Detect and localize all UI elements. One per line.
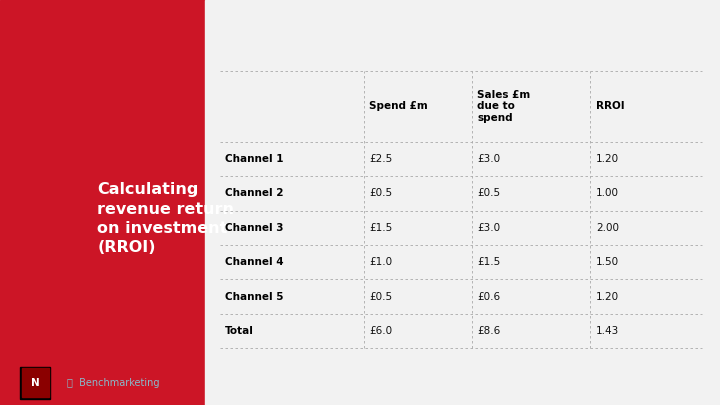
Text: Spend £m: Spend £m — [369, 101, 428, 111]
Text: £0.5: £0.5 — [369, 292, 392, 302]
Text: 1.00: 1.00 — [596, 188, 619, 198]
Text: £0.5: £0.5 — [369, 188, 392, 198]
Text: 1.20: 1.20 — [596, 292, 619, 302]
Text: 2.00: 2.00 — [596, 223, 619, 233]
Text: N: N — [31, 378, 40, 388]
Text: £1.5: £1.5 — [477, 257, 500, 267]
Text: £2.5: £2.5 — [369, 154, 392, 164]
Text: £3.0: £3.0 — [477, 154, 500, 164]
Text: £6.0: £6.0 — [369, 326, 392, 336]
Text: Channel 1: Channel 1 — [225, 154, 284, 164]
Text: Sales £m
due to
spend: Sales £m due to spend — [477, 90, 531, 123]
Text: Channel 4: Channel 4 — [225, 257, 284, 267]
Text: £8.6: £8.6 — [477, 326, 500, 336]
Text: 1.43: 1.43 — [596, 326, 619, 336]
Text: Total: Total — [225, 326, 254, 336]
Text: £3.0: £3.0 — [477, 223, 500, 233]
Text: Channel 2: Channel 2 — [225, 188, 284, 198]
Bar — [205, 0, 720, 405]
Text: £0.5: £0.5 — [477, 188, 500, 198]
Text: 1.20: 1.20 — [596, 154, 619, 164]
Bar — [20, 367, 50, 399]
Text: RROI: RROI — [596, 101, 625, 111]
Text: Calculating
revenue return
on investment
(RROI): Calculating revenue return on investment… — [97, 182, 234, 255]
Text: 1.50: 1.50 — [596, 257, 619, 267]
Text: £0.6: £0.6 — [477, 292, 500, 302]
Bar — [22, 368, 49, 397]
Text: £1.5: £1.5 — [369, 223, 392, 233]
Bar — [0, 0, 205, 405]
Text: Channel 3: Channel 3 — [225, 223, 284, 233]
Text: Channel 5: Channel 5 — [225, 292, 284, 302]
Text: £1.0: £1.0 — [369, 257, 392, 267]
Text: 示  Benchmarketing: 示 Benchmarketing — [67, 378, 159, 388]
